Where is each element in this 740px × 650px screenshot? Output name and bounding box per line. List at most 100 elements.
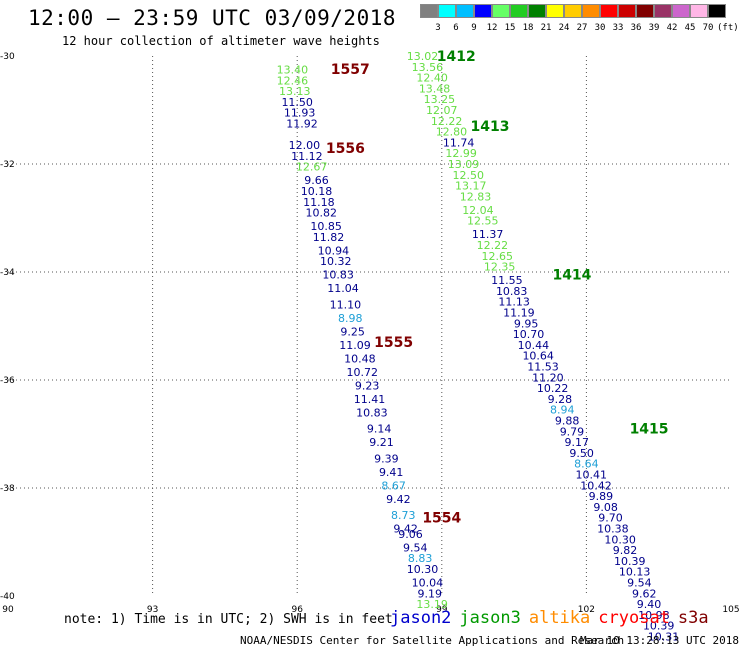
wave-height-label: 9.89 bbox=[589, 490, 614, 503]
wave-height-label: 8.67 bbox=[381, 479, 406, 492]
wave-height-label: 12.04 bbox=[462, 204, 494, 217]
x-tick-label: 105 bbox=[722, 605, 739, 615]
legend-bin-label: 18 bbox=[522, 23, 534, 33]
x-tick-label: 93 bbox=[147, 605, 158, 615]
wave-height-label: 13.09 bbox=[448, 158, 480, 171]
wave-height-label: 9.40 bbox=[637, 598, 662, 611]
y-tick-label: -30 bbox=[0, 52, 15, 62]
wave-height-label: 9.42 bbox=[386, 493, 411, 506]
legend-swatch bbox=[528, 4, 546, 18]
wave-height-label: 10.44 bbox=[518, 339, 550, 352]
legend-bin-label: 42 bbox=[666, 23, 678, 33]
wave-height-label: 9.62 bbox=[632, 587, 657, 600]
wave-height-label: 9.06 bbox=[398, 528, 423, 541]
wave-height-label: 8.64 bbox=[574, 458, 599, 471]
legend-swatch bbox=[456, 4, 474, 18]
wave-height-label: 9.39 bbox=[374, 452, 399, 465]
wave-height-label: 9.79 bbox=[560, 425, 585, 438]
wave-height-label: 10.38 bbox=[597, 523, 629, 536]
wave-height-label: 11.93 bbox=[284, 107, 316, 120]
wave-height-label: 11.18 bbox=[303, 196, 335, 209]
wave-height-label: 9.14 bbox=[367, 423, 392, 436]
wave-height-label: 9.54 bbox=[627, 577, 652, 590]
wave-height-label: 10.22 bbox=[537, 382, 569, 395]
wave-height-label: 9.25 bbox=[340, 325, 365, 338]
credit-line: NOAA/NESDIS Center for Satellite Applica… bbox=[240, 634, 625, 647]
wave-height-label: 10.42 bbox=[580, 479, 612, 492]
legend-bin-label: 39 bbox=[648, 23, 660, 33]
wave-height-label: 12.22 bbox=[431, 115, 463, 128]
wave-height-label: 11.20 bbox=[532, 371, 564, 384]
legend-bin-label: 15 bbox=[504, 23, 516, 33]
wave-height-label: 9.70 bbox=[598, 512, 623, 525]
wave-height-label: 11.41 bbox=[354, 393, 386, 406]
wave-height-label: 9.28 bbox=[548, 393, 573, 406]
legend-bin-label: 12 bbox=[486, 23, 498, 33]
wave-height-label: 9.50 bbox=[569, 447, 594, 460]
wave-height-label: 12.00 bbox=[289, 139, 321, 152]
legend-bin-label: 24 bbox=[558, 23, 570, 33]
wave-height-label: 12.83 bbox=[460, 190, 492, 203]
wave-height-label: 11.82 bbox=[313, 231, 345, 244]
legend-bin-label: 6 bbox=[453, 23, 459, 33]
orbit-pass-label: 1415 bbox=[630, 422, 669, 438]
wave-height-label: 13.48 bbox=[419, 82, 451, 95]
satellite-name: cryosat bbox=[598, 608, 670, 628]
legend-swatch bbox=[438, 4, 456, 18]
wave-height-label: 11.19 bbox=[503, 307, 535, 320]
generated-timestamp: Mar 10 13:28:13 UTC 2018 bbox=[580, 634, 739, 647]
satellite-name: s3a bbox=[677, 608, 709, 628]
wave-height-label: 10.39 bbox=[614, 555, 646, 568]
wave-height-label: 9.17 bbox=[565, 436, 590, 449]
wave-height-label: 9.21 bbox=[369, 436, 394, 449]
legend-bin-label: 27 bbox=[576, 23, 588, 33]
wave-height-label: 10.30 bbox=[604, 533, 636, 546]
wave-height-label: 10.39 bbox=[643, 620, 675, 633]
y-tick-label: -34 bbox=[0, 268, 15, 278]
legend-swatch bbox=[582, 4, 600, 18]
wave-height-label: 8.94 bbox=[550, 404, 575, 417]
wave-height-label: 12.99 bbox=[445, 147, 477, 160]
wave-height-label: 10.82 bbox=[306, 207, 338, 220]
legend-swatch bbox=[672, 4, 690, 18]
legend-swatch bbox=[708, 4, 726, 18]
wave-height-label: 10.31 bbox=[648, 631, 680, 644]
wave-height-label: 13.25 bbox=[424, 93, 456, 106]
legend-swatch bbox=[492, 4, 510, 18]
wave-height-label: 12.65 bbox=[481, 250, 513, 263]
wave-height-label: 10.04 bbox=[412, 577, 444, 590]
legend-bin-label: 33 bbox=[612, 23, 624, 33]
wave-height-label: 9.23 bbox=[355, 379, 380, 392]
x-tick-label: 99 bbox=[436, 605, 448, 615]
wave-height-label: 13.19 bbox=[416, 598, 448, 611]
satellite-name: altika bbox=[528, 608, 591, 628]
chart-subtitle: 12 hour collection of altimeter wave hei… bbox=[62, 34, 380, 48]
wave-height-label: 12.22 bbox=[477, 239, 509, 252]
wave-height-label: 8.73 bbox=[391, 509, 416, 522]
wave-height-label: 11.74 bbox=[443, 136, 475, 149]
orbit-pass-label: 1413 bbox=[471, 119, 510, 135]
wave-height-label: 11.04 bbox=[327, 282, 359, 295]
wave-height-label: 10.85 bbox=[310, 220, 342, 233]
wave-height-label: 10.32 bbox=[320, 255, 352, 268]
wave-height-label: 10.13 bbox=[619, 566, 651, 579]
wave-height-label: 8.83 bbox=[408, 552, 433, 565]
wave-height-label: 11.92 bbox=[286, 118, 318, 131]
legend-swatch bbox=[474, 4, 492, 18]
wave-height-label: 12.55 bbox=[467, 215, 499, 228]
wave-height-label: 12.46 bbox=[277, 74, 309, 87]
wave-height-label: 10.18 bbox=[301, 185, 333, 198]
wave-height-label: 10.83 bbox=[496, 285, 528, 298]
wave-height-label: 9.54 bbox=[403, 541, 428, 554]
wave-height-label: 10.72 bbox=[347, 366, 379, 379]
orbit-pass-label: 1557 bbox=[331, 62, 370, 78]
wave-height-label: 10.30 bbox=[407, 563, 439, 576]
wave-height-label: 11.37 bbox=[472, 228, 504, 241]
legend-swatch bbox=[654, 4, 672, 18]
wave-height-label: 13.40 bbox=[277, 64, 309, 77]
y-tick-label: -32 bbox=[0, 160, 15, 170]
legend-bin-label: 70 bbox=[702, 23, 714, 33]
wave-height-label: 9.95 bbox=[514, 317, 539, 330]
wave-height-label: 10.94 bbox=[318, 244, 350, 257]
